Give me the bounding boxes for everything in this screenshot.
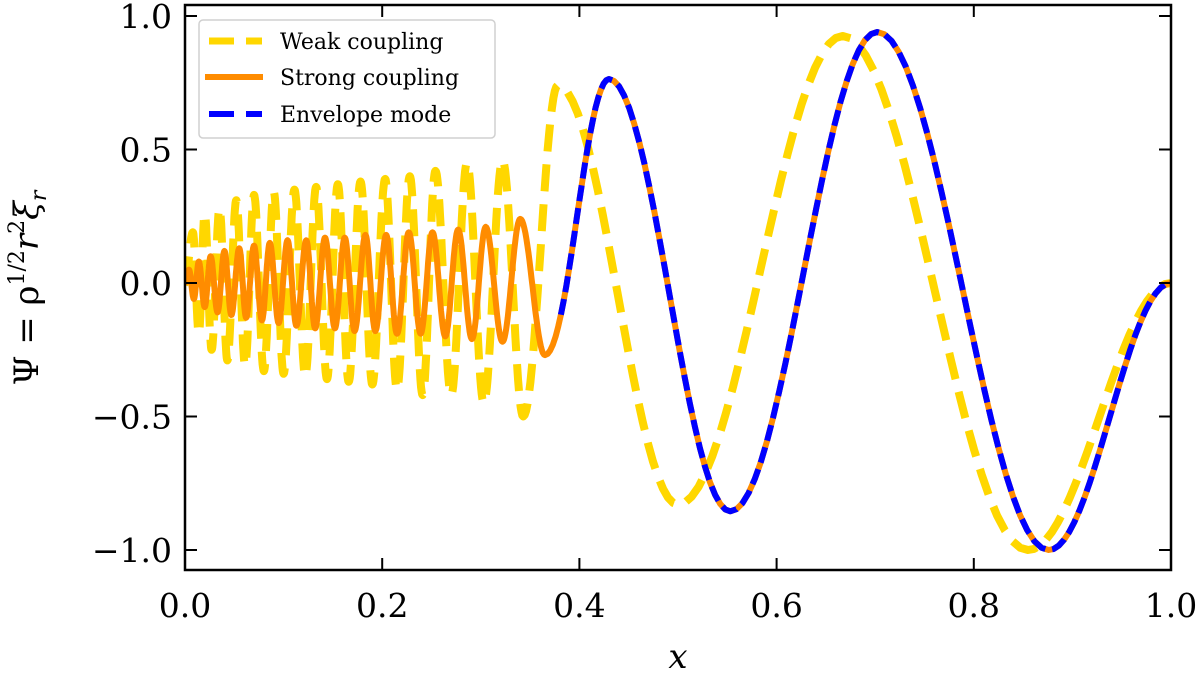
y-tick-label: −1.0 [92,531,172,570]
y-tick-label: −0.5 [92,398,172,437]
y-tick-label: 0.0 [120,264,172,303]
x-tick-label: 0.2 [356,586,408,625]
legend-label-weak: Weak coupling [280,30,443,55]
legend: Weak coupling Strong coupling Envelope m… [198,19,496,139]
ylabel-part: r [27,189,52,201]
plot-lines [185,29,1171,554]
legend-label-strong: Strong coupling [280,66,459,91]
ylabel-part: Ψ = ρ [7,286,47,386]
ylabel-part: 1/2 [5,250,30,285]
axes-frame [183,3,1173,572]
x-tick-label: 0.4 [553,586,605,625]
x-tick-label: 0.8 [948,586,1000,625]
tick-labels: 0.0 0.2 0.4 0.6 0.8 1.0 −1.0 −0.5 0.0 0.5 1.0 [92,0,1197,625]
x-tick-label: 0.0 [159,586,211,625]
ylabel-part: r [7,232,47,250]
x-tick-label: 1.0 [1145,586,1197,625]
weak-coupling-line [185,32,1171,554]
legend-label-envelope: Envelope mode [280,103,451,128]
strong-coupling-line [185,29,1171,553]
y-tick-label: 1.0 [120,0,172,36]
x-axis-label: x [668,637,687,675]
y-axis-label: Ψ = ρ1/2r2ξr [5,189,52,385]
envelope-mode-line [557,29,1171,553]
ylabel-part: ξ [7,199,47,220]
y-tick-label: 0.5 [120,131,172,170]
ylabel-part: 2 [5,220,30,234]
ticks [184,5,1172,570]
legend-box [198,19,496,139]
x-tick-label: 0.6 [750,586,802,625]
